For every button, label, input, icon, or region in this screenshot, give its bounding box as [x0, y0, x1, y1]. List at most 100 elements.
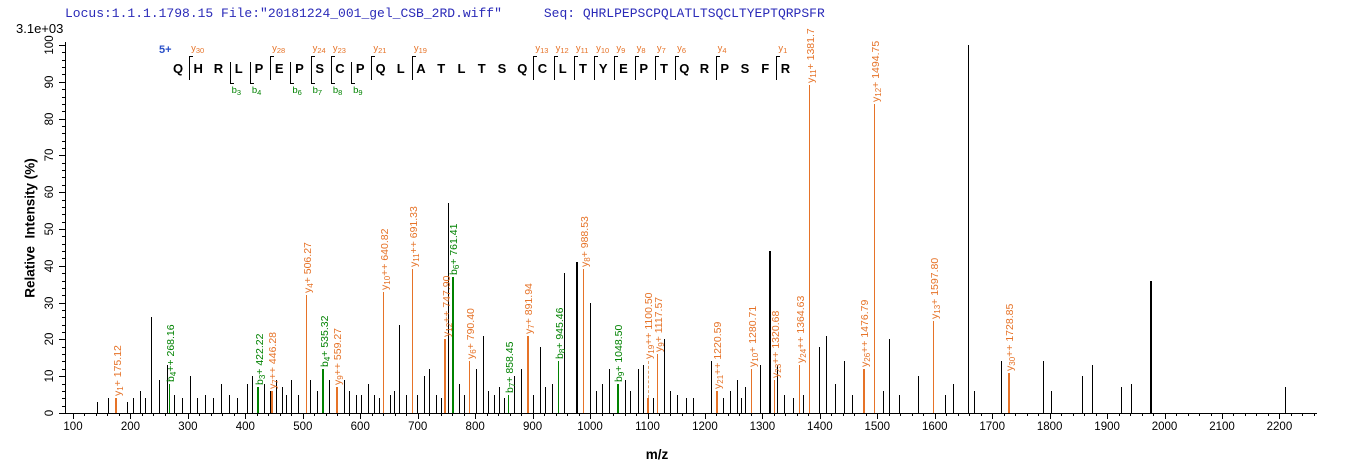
y-tick-label: 50 — [44, 222, 56, 236]
x-minor-tick — [578, 413, 580, 416]
x-major-tick — [532, 413, 534, 419]
fragment-peak-y30 — [1008, 372, 1010, 413]
x-minor-tick — [1015, 413, 1017, 416]
spectrum-peak — [237, 398, 239, 413]
spectrum-peak — [1131, 383, 1133, 413]
spectrum-peak — [181, 398, 183, 413]
x-minor-tick — [118, 413, 120, 416]
y-major-tick — [59, 155, 65, 157]
x-minor-tick — [727, 413, 729, 416]
fragment-peak-y12 — [873, 103, 876, 413]
residue: T — [437, 61, 446, 76]
residue: S — [315, 61, 325, 76]
y-ion-marker-label: y1 — [778, 43, 788, 55]
spectrum-peak — [638, 368, 640, 413]
y-ion-marker-label: y28 — [272, 43, 286, 55]
spectrum-peak — [652, 398, 654, 413]
spectrum-peak — [276, 379, 278, 413]
residue: L — [234, 61, 243, 76]
residue: Q — [172, 61, 184, 76]
spectrum-peak — [669, 390, 671, 413]
y-minor-tick — [62, 368, 65, 370]
y-tick-label: 70 — [44, 148, 56, 162]
y-ion-marker-line — [594, 56, 596, 80]
fragment-peak-label: y24++ 1364.63 — [795, 295, 809, 364]
x-minor-tick — [371, 413, 373, 416]
x-tick-label: 1000 — [577, 421, 603, 433]
residue: L — [396, 61, 405, 76]
residue: T — [477, 61, 486, 76]
spectrum-peak — [898, 394, 900, 413]
spectrum-peak — [212, 398, 214, 413]
x-tick-label: 1400 — [807, 421, 833, 433]
x-major-tick — [417, 413, 419, 419]
b-ion-marker-tick — [310, 83, 315, 84]
x-minor-tick — [865, 413, 867, 416]
fragment-peak-label: y11++ 691.33 — [408, 206, 422, 268]
b-ion-marker-label: b9 — [353, 85, 363, 97]
x-minor-tick — [1141, 413, 1143, 416]
x-major-tick — [1049, 413, 1051, 419]
x-minor-tick — [1072, 413, 1074, 416]
y-minor-tick — [62, 309, 65, 311]
x-major-tick — [1107, 413, 1109, 419]
fragment-peak-label: y21++ 1220.59 — [712, 321, 726, 389]
spectrum-peak — [520, 368, 522, 413]
b-ion-marker-tick — [330, 83, 335, 84]
x-minor-tick — [911, 413, 913, 416]
y-ion-marker-line — [189, 56, 191, 80]
y-minor-tick — [62, 398, 65, 400]
y-minor-tick — [62, 251, 65, 253]
x-major-tick — [1164, 413, 1166, 419]
spectrum-peak — [1042, 361, 1044, 413]
y-ion-marker-label: y10 — [596, 43, 610, 55]
b-ion-marker-label: b7 — [312, 85, 323, 97]
y-major-tick — [59, 229, 65, 230]
fragment-peak-label: b6+ 761.41 — [448, 223, 462, 275]
y-major-tick — [59, 302, 65, 304]
y-ion-marker-label: y12 — [555, 43, 569, 55]
y-minor-tick — [62, 361, 65, 363]
x-major-tick — [1279, 413, 1281, 419]
spectrum-peak — [355, 394, 357, 413]
x-minor-tick — [233, 413, 235, 416]
y-ion-marker-tick — [614, 56, 619, 57]
x-minor-tick — [842, 413, 844, 416]
spectrum-peak — [952, 383, 954, 413]
x-minor-tick — [1176, 413, 1178, 416]
y-minor-tick — [62, 206, 65, 208]
spectrum-peak — [174, 394, 176, 413]
y-ion-marker-label: y19 — [413, 43, 427, 55]
residue: L — [558, 61, 567, 76]
x-tick-label: 1900 — [1094, 421, 1120, 433]
fragment-peak-y10 — [750, 368, 753, 413]
x-minor-tick — [176, 413, 178, 416]
x-minor-tick — [1233, 413, 1235, 416]
x-tick-label: 1700 — [979, 421, 1005, 433]
residue: R — [213, 61, 224, 76]
base-peak-intensity-label: 3.1e+03 — [16, 21, 64, 36]
x-minor-tick — [900, 413, 902, 416]
fragment-peak-label: y4+ 506.27 — [301, 242, 315, 294]
x-minor-tick — [1302, 413, 1304, 416]
fragment-peak-y9 — [656, 354, 659, 413]
x-minor-tick — [84, 413, 86, 416]
b-ion-marker-tick — [290, 83, 295, 84]
x-minor-tick — [716, 413, 718, 416]
spectrum-peak — [740, 398, 742, 413]
x-tick-label: 1300 — [749, 421, 776, 433]
residue: H — [193, 61, 203, 76]
fragment-peak-label: y26++ 1476.79 — [859, 299, 873, 367]
y-tick-label: 10 — [44, 369, 56, 383]
b-ion-marker-tick — [351, 83, 356, 84]
x-minor-tick — [1038, 413, 1040, 416]
spectrum-peak — [204, 394, 206, 413]
spectrum-peak — [440, 398, 442, 413]
y-tick-label: 40 — [44, 259, 56, 273]
spectrum-peak — [482, 335, 484, 413]
spectrum-peak — [399, 324, 401, 413]
x-tick-label: 400 — [235, 421, 255, 433]
x-minor-tick — [314, 413, 316, 416]
residue: F — [761, 61, 770, 76]
b-ion-marker-line — [290, 62, 292, 84]
